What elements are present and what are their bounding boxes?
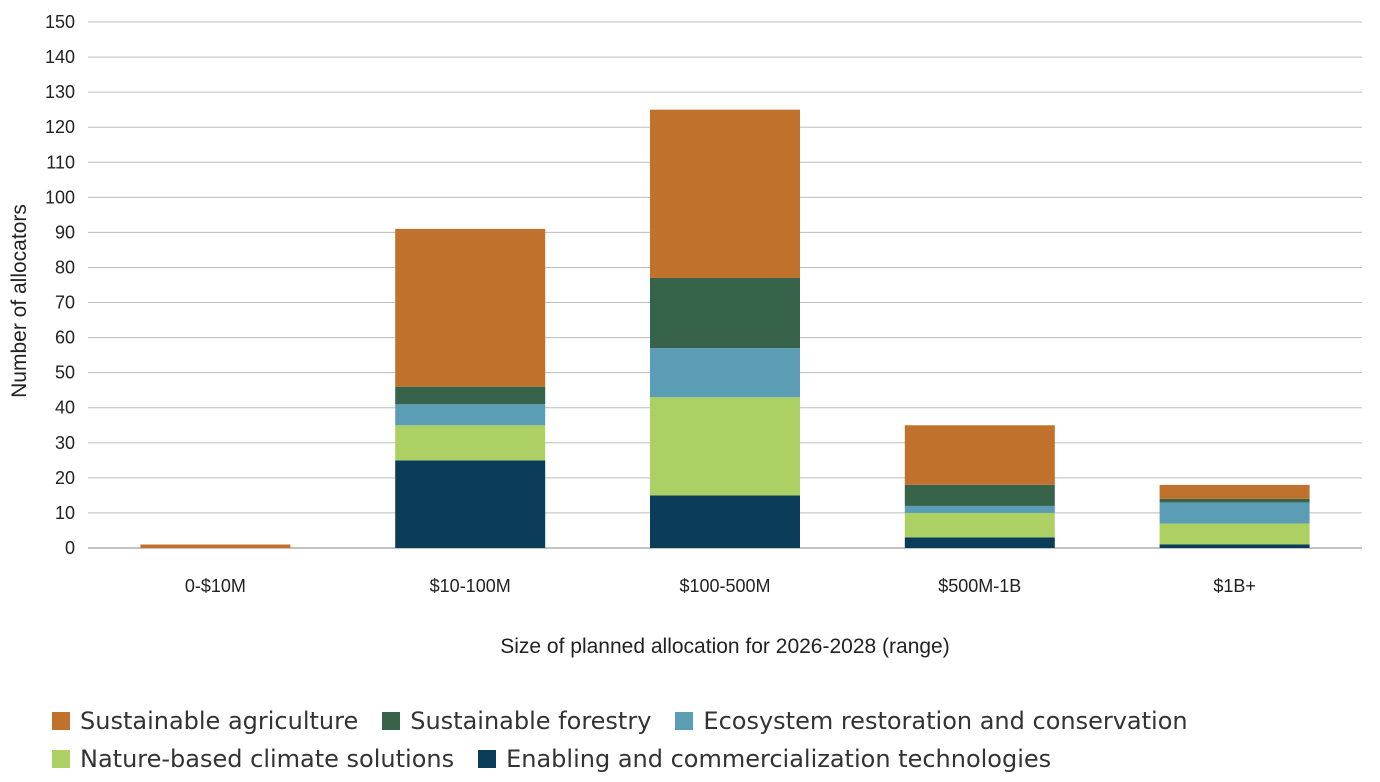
legend-item: Enabling and commercialization technolog… (478, 745, 1051, 773)
legend-item: Nature-based climate solutions (52, 745, 454, 773)
bar-segment (140, 544, 291, 548)
bar-segment (395, 386, 546, 405)
bar-segment (1159, 544, 1310, 548)
y-tick-label: 10 (55, 503, 75, 523)
bars (140, 109, 1310, 548)
y-tick-label: 20 (55, 468, 75, 488)
bar-segment (904, 425, 1055, 485)
bar-segment (1159, 484, 1310, 499)
stacked-bar-chart: 0 10 20 30 40 50 60 70 80 90 100 110 120 130 140 150 0-… (8, 12, 1362, 658)
legend-swatch (675, 712, 694, 730)
legend-item: Ecosystem restoration and conservation (675, 707, 1188, 735)
bar-segment (904, 484, 1055, 506)
bar-segment (904, 512, 1055, 538)
y-tick-label: 130 (45, 82, 75, 102)
x-axis-ticks: 0-$10M $10-100M $100-500M $500M-1B $1B+ (185, 576, 1256, 596)
bar-segment (395, 404, 546, 426)
y-tick-label: 110 (46, 152, 75, 172)
bar-segment (650, 277, 800, 349)
bar-segment (395, 228, 546, 387)
y-axis-title: Number of allocators (8, 204, 31, 398)
y-tick-label: 100 (45, 187, 75, 207)
legend-label: Sustainable agriculture (80, 707, 359, 735)
legend-row: Sustainable agriculture Sustainable fores… (52, 702, 1372, 740)
y-tick-label: 140 (45, 47, 75, 67)
y-axis-ticks: 0 10 20 30 40 50 60 70 80 90 100 110 120 130 140 150 (45, 12, 75, 558)
y-tick-label: 80 (55, 257, 75, 277)
y-tick-label: 60 (55, 328, 75, 348)
bar-segment (904, 537, 1055, 548)
bar-segment (1159, 523, 1310, 545)
legend-swatch (52, 750, 70, 768)
y-tick-label: 150 (45, 12, 75, 32)
bar-segment (1159, 502, 1310, 524)
x-tick-label: $10-100M (430, 576, 511, 596)
y-tick-label: 0 (65, 538, 75, 558)
legend-swatch (52, 712, 70, 730)
legend-row: Nature-based climate solutions Enabling a… (52, 740, 1372, 778)
y-tick-label: 30 (55, 433, 75, 453)
legend-item: Sustainable agriculture (52, 707, 358, 735)
bar-segment (650, 397, 800, 496)
bar-segment (650, 109, 800, 278)
x-tick-label: $100-500M (679, 576, 770, 596)
chart-legend: Sustainable agriculture Sustainable fores… (52, 702, 1372, 778)
x-axis-title: Size of planned allocation for 2026-2028… (500, 635, 949, 658)
y-tick-label: 90 (55, 222, 75, 242)
bar-segment (395, 425, 546, 461)
x-tick-label: $1B+ (1213, 576, 1256, 596)
bar-segment (1159, 498, 1310, 503)
y-tick-label: 120 (45, 117, 75, 137)
x-tick-label: 0-$10M (185, 576, 246, 596)
x-tick-label: $500M-1B (938, 576, 1021, 596)
bar-segment (904, 505, 1055, 513)
bar-segment (650, 348, 800, 398)
legend-swatch (382, 712, 401, 730)
bar-segment (650, 495, 800, 548)
legend-label: Nature-based climate solutions (80, 745, 455, 773)
legend-label: Sustainable forestry (410, 707, 652, 735)
y-tick-label: 40 (55, 398, 75, 418)
bar-segment (395, 460, 546, 548)
legend-label: Enabling and commercialization technolog… (506, 745, 1052, 773)
legend-label: Ecosystem restoration and conservation (703, 707, 1188, 735)
legend-item: Sustainable forestry (382, 707, 651, 735)
y-tick-label: 70 (55, 293, 75, 313)
legend-swatch (478, 750, 497, 768)
y-tick-label: 50 (55, 363, 75, 383)
